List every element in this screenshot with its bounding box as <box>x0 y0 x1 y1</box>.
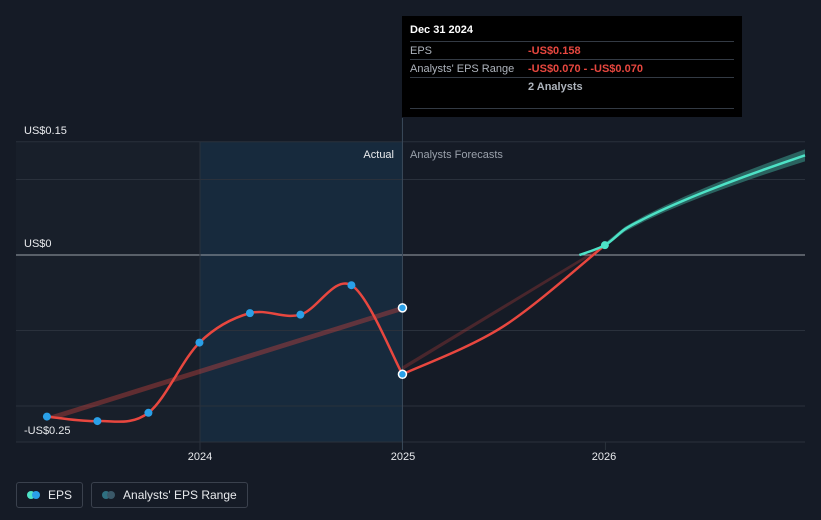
swatch-dot-b <box>107 491 116 499</box>
eps-point-2 <box>144 408 153 417</box>
actual-region-bg <box>16 142 200 442</box>
legend-item-eps-range[interactable]: Analysts' EPS Range <box>91 482 248 508</box>
trend-wedge-forecast <box>402 244 605 371</box>
forecast-region-label: Analysts Forecasts <box>410 149 503 161</box>
label-layer: US$0.15 US$0 -US$0.25 2024 2025 2026 Act… <box>24 125 616 463</box>
tooltip-row-analysts: 2 Analysts <box>410 78 734 95</box>
actual-region-label: Actual <box>363 149 394 161</box>
forecast-line-negative <box>401 244 606 376</box>
x-tick-2024: 2024 <box>188 451 212 463</box>
legend-item-eps[interactable]: EPS <box>16 482 84 508</box>
eps-point-0 <box>42 412 51 421</box>
forecast-point-2025 <box>600 241 609 250</box>
swatch-dot-a <box>27 491 35 499</box>
data-tooltip: Dec 31 2024 EPS -US$0.158 Analysts' EPS … <box>402 16 742 117</box>
legend-label: EPS <box>48 488 73 502</box>
eps-point-3 <box>195 338 204 347</box>
tooltip-row-range: Analysts' EPS Range -US$0.070 - -US$0.07… <box>410 60 734 78</box>
eps-point-7 <box>397 369 408 380</box>
x-tick-2026: 2026 <box>592 451 616 463</box>
chart-legend: EPS Analysts' EPS Range <box>16 482 248 508</box>
highlight-region-bg <box>200 142 403 442</box>
tooltip-value: 2 Analysts <box>528 80 583 93</box>
swatch-dot-b <box>32 491 40 499</box>
swatch-dot-a <box>102 491 111 499</box>
eps-point-6 <box>347 281 356 290</box>
legend-dot-icon <box>27 491 40 499</box>
y-label-bottom: -US$0.25 <box>24 425 70 437</box>
tooltip-value: -US$0.070 - -US$0.070 <box>528 62 643 75</box>
forecast-range-band <box>604 149 805 248</box>
tooltip-date: Dec 31 2024 <box>410 24 734 42</box>
tooltip-divider <box>410 108 734 109</box>
forecast-line-positive <box>578 154 806 257</box>
eps-point-5 <box>296 310 305 319</box>
x-tick-2025: 2025 <box>391 451 415 463</box>
y-label-top: US$0.15 <box>24 125 67 137</box>
eps-point-1 <box>93 417 102 426</box>
grid-layer <box>16 118 805 450</box>
y-label-zero: US$0 <box>24 238 52 250</box>
trend-wedge-actual <box>46 305 403 419</box>
eps-point-4 <box>245 309 254 318</box>
tooltip-key: EPS <box>410 44 433 57</box>
legend-dot-icon <box>102 491 116 499</box>
tooltip-row-eps: EPS -US$0.158 <box>410 42 734 60</box>
tooltip-value: -US$0.158 <box>528 44 581 57</box>
legend-label: Analysts' EPS Range <box>123 488 237 502</box>
point-layer <box>42 241 609 426</box>
background-layer <box>16 142 403 442</box>
tooltip-key: Analysts' EPS Range <box>410 62 515 75</box>
eps-range-marker <box>397 303 408 313</box>
